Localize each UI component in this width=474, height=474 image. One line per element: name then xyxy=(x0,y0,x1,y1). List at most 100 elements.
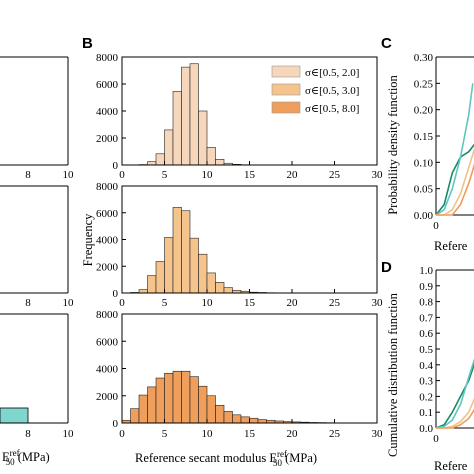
x-tick-label: 10 xyxy=(202,428,214,440)
x-tick-label: 30 xyxy=(372,428,384,440)
y-tick-label: 8000 xyxy=(96,52,119,64)
x-tick-label: 0 xyxy=(433,220,439,232)
histogram-bar xyxy=(164,372,174,424)
histogram-bar xyxy=(147,161,157,166)
y-tick-label: 2000 xyxy=(96,133,119,145)
histogram-bar xyxy=(206,147,216,166)
histogram-bar xyxy=(172,370,182,424)
x-tick-label: 20 xyxy=(287,169,299,181)
y-tick-label: 0 xyxy=(113,160,119,172)
panel-b-xlabel: Reference secant modulus Eref 50 (MPa) xyxy=(135,449,317,468)
y-tick-label: 0.8 xyxy=(419,297,433,309)
panel-d-ylabel: Cumulative distribution function xyxy=(386,292,400,457)
panel-c-ylabel: Probability density function xyxy=(386,74,400,214)
histogram-bar xyxy=(138,289,148,294)
histogram-bar xyxy=(249,417,259,424)
legend-label-s1: σ∈[0.5, 2.0] xyxy=(305,67,359,79)
x-tick-label: 25 xyxy=(329,169,341,181)
histogram-bar xyxy=(215,159,225,166)
y-tick-label: 0 xyxy=(113,418,119,430)
y-tick-label: 0.05 xyxy=(414,184,434,196)
panel-a-tick-10: 10 xyxy=(63,169,75,181)
histogram-bar xyxy=(172,91,182,166)
histogram-bar xyxy=(189,376,199,424)
panel-a-mid-tick-8: 8 xyxy=(25,297,31,309)
histogram-bar xyxy=(198,253,208,294)
histogram-bar xyxy=(164,237,174,294)
panel-b-axes-2: 0 5 10 15 20 25 30 0 2000 4000 6000 8000 xyxy=(96,181,383,309)
x-tick-label: 25 xyxy=(329,297,341,309)
panel-a-tick-8: 8 xyxy=(25,169,31,181)
histogram-bar xyxy=(189,237,199,294)
series-line-orange xyxy=(436,408,474,429)
legend-swatch-s3 xyxy=(271,101,301,114)
panel-b-legend: σ∈[0.5, 2.0] σ∈[0.5, 3.0] σ∈[0.5, 8.0] xyxy=(271,65,359,115)
histogram-bar xyxy=(138,394,148,424)
y-tick-label: 0.3 xyxy=(419,376,433,388)
panel-a-xlabel: Eref 50 (MPa) xyxy=(2,448,50,467)
y-tick-label: 0.2 xyxy=(419,391,433,403)
x-tick-label: 20 xyxy=(287,297,299,309)
x-tick-label: 10 xyxy=(202,169,214,181)
series-line-teal xyxy=(435,358,474,429)
y-tick-label: 0.25 xyxy=(414,78,434,90)
y-tick-label: 0.1 xyxy=(419,407,433,419)
x-tick-label: 15 xyxy=(244,297,256,309)
x-tick-label: 0 xyxy=(433,433,439,445)
x-tick-label: 25 xyxy=(329,428,341,440)
series-line-green xyxy=(435,143,474,216)
panel-d-axes: 0.00.10.20.30.40.50.60.70.80.91.005 xyxy=(419,265,474,445)
legend-label-s3: σ∈[0.5, 8.0] xyxy=(305,103,359,115)
y-tick-label: 0 xyxy=(113,288,119,300)
y-tick-label: 6000 xyxy=(96,79,119,91)
panel-a-bar xyxy=(0,407,29,424)
x-tick-label: 30 xyxy=(372,297,384,309)
panel-letter-d: D xyxy=(381,259,392,276)
histogram-bar xyxy=(155,261,165,294)
panel-d-xlabel-partial: Refere xyxy=(434,459,468,473)
y-tick-label: 0.7 xyxy=(419,312,433,324)
histogram-bar xyxy=(232,414,242,424)
x-tick-label: 5 xyxy=(162,297,168,309)
y-tick-label: 0.15 xyxy=(414,131,434,143)
histogram-bar xyxy=(164,129,174,166)
x-tick-label: 0 xyxy=(119,169,125,181)
y-tick-label: 2000 xyxy=(96,261,119,273)
panel-c-xlabel-partial: Refere xyxy=(434,239,468,253)
panel-b-axes-1: 0 5 10 15 20 25 30 0 2000 4000 6000 8000 xyxy=(96,52,383,181)
panel-a-bot-tick-10: 10 xyxy=(63,428,75,440)
legend-swatch-s1 xyxy=(271,65,301,78)
histogram-bar xyxy=(206,272,216,294)
x-tick-label: 30 xyxy=(372,169,384,181)
histogram-bar xyxy=(198,110,208,166)
histogram-bar xyxy=(223,287,233,294)
series-line-green xyxy=(435,362,474,429)
y-tick-label: 0.0 xyxy=(419,423,433,435)
y-tick-label: 0.4 xyxy=(419,360,433,372)
x-tick-label: 15 xyxy=(244,169,256,181)
histogram-bar xyxy=(181,210,191,294)
panel-letter-c: C xyxy=(381,35,392,52)
panel-b-axes-3: 0 5 10 15 20 25 30 0 2000 4000 6000 8000 xyxy=(96,309,383,440)
histogram-bar xyxy=(240,416,250,424)
y-tick-label: 4000 xyxy=(96,235,119,247)
x-tick-label: 15 xyxy=(244,428,256,440)
panel-b-ylabel: Frequency xyxy=(81,213,95,267)
histogram-bar xyxy=(189,63,199,166)
histogram-bar xyxy=(147,275,157,294)
panel-c-axes: 0.000.050.100.150.200.250.3005 xyxy=(414,52,474,232)
series-line-teal xyxy=(435,83,474,216)
histogram-bar xyxy=(172,207,182,294)
y-tick-label: 0.00 xyxy=(414,210,434,222)
series-line-tan xyxy=(436,397,474,429)
x-tick-label: 10 xyxy=(202,297,214,309)
y-tick-label: 6000 xyxy=(96,208,119,220)
histogram-bar xyxy=(206,395,216,424)
histogram-bar xyxy=(147,386,157,424)
series-line-tan xyxy=(436,147,474,216)
y-tick-label: 8000 xyxy=(96,309,119,321)
y-tick-label: 1.0 xyxy=(419,265,433,277)
histogram-bar xyxy=(198,385,208,424)
x-tick-label: 0 xyxy=(119,297,125,309)
y-tick-label: 0.30 xyxy=(414,52,434,64)
